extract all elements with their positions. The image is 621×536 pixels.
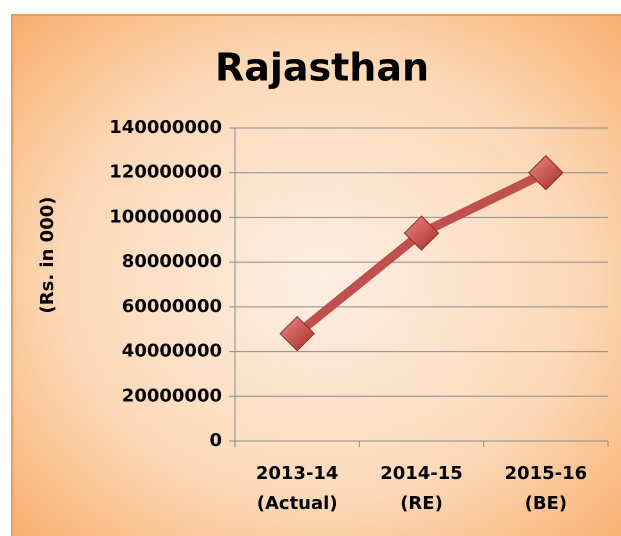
data-point [403,215,440,251]
data-point [279,315,315,352]
x-tick-label: 2014-15 (RE) [380,463,463,514]
y-tick-label: 120000000 [109,162,222,183]
y-tick-label: 40000000 [122,341,222,362]
y-tick-label: 20000000 [122,385,222,406]
y-tick-label: 80000000 [122,251,222,272]
y-tick-label: 100000000 [109,206,222,227]
y-tick-label: 0 [209,430,222,451]
y-axis-label: (Rs. in 000) [37,197,58,314]
data-point [528,155,564,191]
chart-background [11,14,621,536]
x-tick-label: 2013-14 (Actual) [255,463,339,514]
x-tick-label: 2015-16 (BE) [504,463,588,514]
y-tick-label: 140000000 [109,117,222,138]
y-tick-label: 60000000 [122,296,222,317]
chart-title: Rajasthan [215,46,429,90]
